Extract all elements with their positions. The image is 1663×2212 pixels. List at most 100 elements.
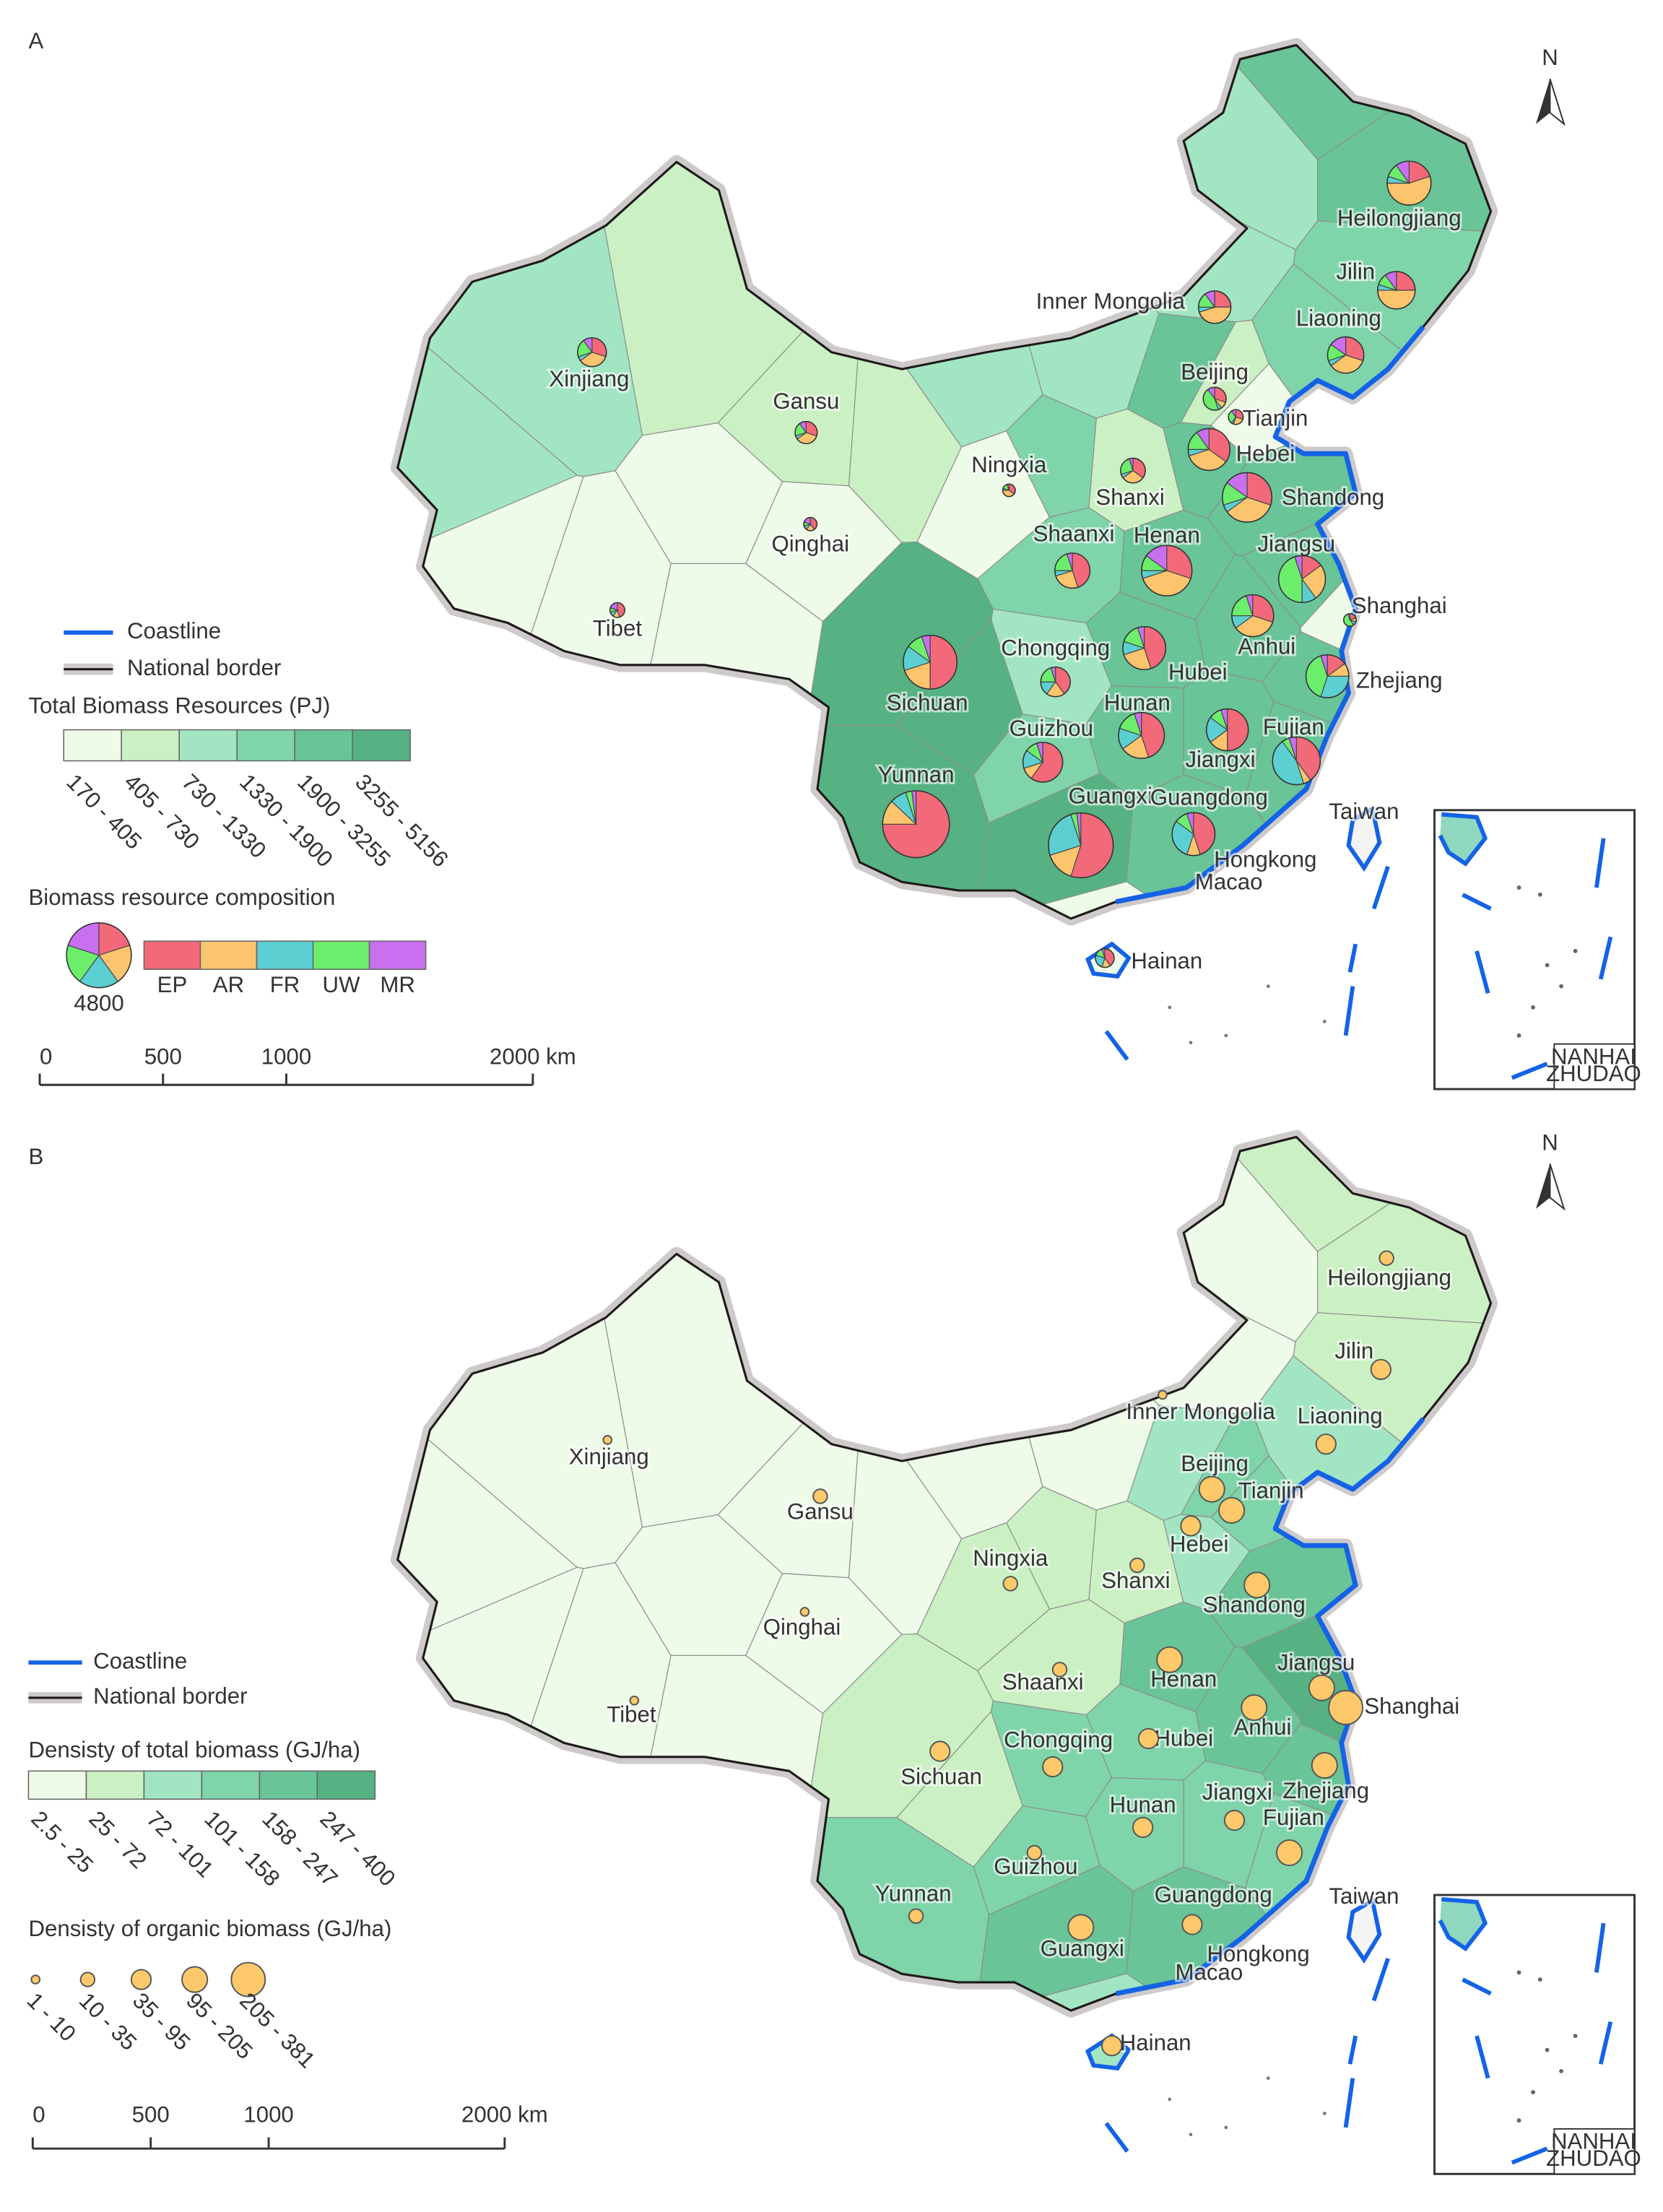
province-label: Heilongjiang xyxy=(1337,206,1462,231)
boundary-dash xyxy=(1371,1957,1390,2002)
pie-outline xyxy=(803,516,818,532)
pie-outline xyxy=(1118,711,1165,759)
province-label: Hebei xyxy=(1236,441,1295,466)
inset-islet xyxy=(1516,1970,1521,1975)
legend-swatch xyxy=(27,1770,87,1800)
pie-outline xyxy=(1272,736,1321,786)
density-bubble xyxy=(1156,1646,1184,1673)
province-label: Beijing xyxy=(1181,359,1249,384)
province-region xyxy=(1006,1485,1097,1610)
density-bubble xyxy=(1378,1250,1394,1266)
inset-label: ZHUDAO xyxy=(1546,1061,1641,1086)
province-label: Guangdong xyxy=(1150,784,1268,810)
boundary-dash xyxy=(1104,2122,1129,2153)
density-bubble xyxy=(1026,1844,1043,1861)
province-label: Anhui xyxy=(1234,1714,1292,1740)
pie-outline xyxy=(1377,271,1416,310)
pie-outline xyxy=(1277,555,1327,604)
pie-outline xyxy=(1228,409,1244,425)
density-bubble xyxy=(812,1488,828,1504)
composition-label: FR xyxy=(270,972,300,997)
boundary-dash xyxy=(1343,986,1355,1036)
map-panel xyxy=(390,1129,1498,2153)
legend-bubble xyxy=(230,1961,266,1998)
province-label: Yunnan xyxy=(875,1881,952,1906)
province-label: Hebei xyxy=(1170,1531,1229,1556)
density-bubble xyxy=(1223,1810,1246,1831)
composition-swatch xyxy=(312,940,370,971)
province-label: Taiwan xyxy=(1329,1883,1399,1909)
pie-outline xyxy=(1305,654,1350,698)
pie-outline xyxy=(1327,336,1365,374)
province-regions xyxy=(397,45,1491,977)
inset-dash xyxy=(1462,893,1492,911)
composition-label: EP xyxy=(157,972,188,997)
inset-islet xyxy=(1516,2118,1521,2123)
density-bubble xyxy=(1132,1816,1154,1839)
density-bubble xyxy=(1067,1914,1095,1941)
legend-title: Densisty of organic biomass (GJ/ha) xyxy=(28,1916,391,1941)
north-label: N xyxy=(1542,45,1558,70)
province-label: Hunan xyxy=(1110,1792,1176,1817)
pie-outline xyxy=(577,337,607,368)
island-coast xyxy=(1346,1897,1382,1964)
province-label: Shanghai xyxy=(1352,593,1447,618)
inset-dash xyxy=(1594,1922,1606,1973)
pie-outline xyxy=(1022,742,1064,783)
legend-title: Biomass resource composition xyxy=(28,885,335,910)
pie-outline xyxy=(1197,290,1232,324)
inset-islet xyxy=(1531,1005,1536,1010)
composition-swatch xyxy=(199,940,258,971)
province-label: Xinjiang xyxy=(569,1444,649,1469)
province-label: Tianjin xyxy=(1243,406,1308,431)
inset-coast xyxy=(1438,812,1488,867)
pie-outline xyxy=(1120,457,1146,484)
province-label: Hongkong xyxy=(1207,1941,1310,1966)
province-label: Sichuan xyxy=(887,690,968,716)
inset-islet xyxy=(1545,963,1550,968)
province-label: Hongkong xyxy=(1214,846,1316,872)
province-label: Jilin xyxy=(1334,1338,1373,1363)
pie-outline xyxy=(1342,612,1357,627)
density-bubble xyxy=(799,1607,810,1617)
boundary-dash xyxy=(1371,865,1390,910)
province-label: Shandong xyxy=(1203,1592,1306,1617)
scale-label: 500 xyxy=(144,1044,182,1069)
inset-islet xyxy=(1516,885,1521,890)
scale-label: 0 xyxy=(40,1044,52,1069)
islet xyxy=(1322,2112,1327,2115)
province-label: Hainan xyxy=(1131,948,1202,973)
density-bubble xyxy=(1243,1571,1271,1599)
province-label: Hainan xyxy=(1120,2030,1191,2055)
legend-bubble xyxy=(181,1966,209,1993)
pie-outline xyxy=(1205,708,1249,752)
legend-pie-outline xyxy=(66,922,132,989)
legend-bubble xyxy=(79,1972,96,1987)
province-label: Hubei xyxy=(1154,1726,1213,1751)
composition-swatch xyxy=(256,940,314,971)
inset-dash xyxy=(1475,2035,1490,2079)
pie-outline xyxy=(609,602,625,618)
coastline xyxy=(1115,325,1425,904)
inset-label: ZHUDAO xyxy=(1546,2146,1641,2171)
density-bubble xyxy=(1315,1434,1337,1455)
province-label: Zhejiang xyxy=(1282,1778,1369,1803)
inset-islet xyxy=(1559,2068,1564,2073)
province-label: Guangxi xyxy=(1069,783,1152,808)
density-bubble xyxy=(1181,1914,1203,1935)
density-bubble xyxy=(1218,1496,1246,1524)
pie-outline xyxy=(1141,545,1193,597)
composition-label: AR xyxy=(213,972,244,997)
legend-swatch xyxy=(316,1770,376,1800)
province-label: Zhejiang xyxy=(1356,668,1443,693)
pie-outline xyxy=(1122,625,1167,670)
boundary-dash xyxy=(1347,943,1358,973)
province-label: Hunan xyxy=(1104,690,1171,716)
density-bubble xyxy=(1002,1576,1019,1592)
islet xyxy=(1168,1005,1172,1010)
legend-swatch xyxy=(85,1770,145,1800)
composition-label: MR xyxy=(380,972,415,997)
province-label: Qinghai xyxy=(763,1615,841,1640)
inset-label-box xyxy=(1553,2128,1636,2175)
